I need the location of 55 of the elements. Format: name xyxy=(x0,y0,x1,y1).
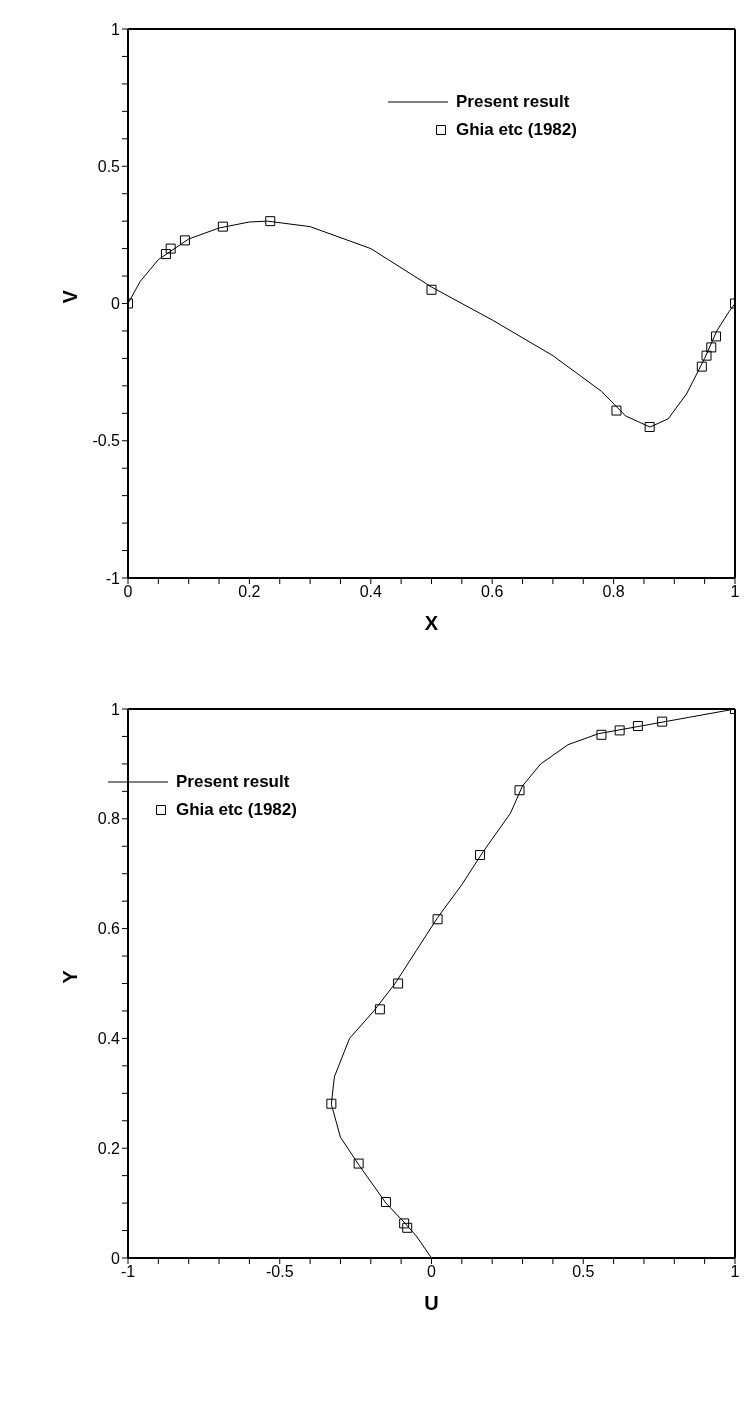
x-tick-label: 0.6 xyxy=(481,583,504,601)
legend-label: Ghia etc (1982) xyxy=(176,800,297,820)
y-tick-label: 0.5 xyxy=(97,157,121,175)
point xyxy=(374,1004,385,1015)
y-axis-title: Y xyxy=(59,969,82,984)
y-axis-title: V xyxy=(59,289,82,304)
point xyxy=(596,729,607,740)
x-axis-title: U xyxy=(424,1292,439,1314)
point xyxy=(265,216,276,227)
legend-label: Present result xyxy=(456,92,570,112)
point xyxy=(426,284,437,295)
y-tick-label: -0.5 xyxy=(92,432,121,450)
point xyxy=(632,721,643,732)
point xyxy=(701,350,712,361)
point xyxy=(657,716,668,727)
x-axis-title: X xyxy=(424,612,439,634)
point xyxy=(179,235,190,246)
point xyxy=(326,1098,337,1109)
point xyxy=(611,405,622,416)
y-tick-label: 0 xyxy=(111,1249,121,1267)
y-tick-label: 0.4 xyxy=(97,1030,121,1048)
point xyxy=(696,361,707,372)
y-tick-label: 0.8 xyxy=(97,810,121,828)
point xyxy=(432,914,443,925)
point xyxy=(711,331,722,342)
x-tick-label: 1 xyxy=(730,583,740,601)
point xyxy=(614,725,625,736)
point xyxy=(165,243,176,254)
y-tick-label: 0.2 xyxy=(97,1139,121,1157)
x-tick-label: 0.4 xyxy=(359,583,383,601)
y-tick-label: 1 xyxy=(111,700,121,718)
point xyxy=(399,1218,410,1229)
x-tick-label: 0.5 xyxy=(572,1263,595,1281)
x-tick-label: 0 xyxy=(123,583,133,601)
point xyxy=(217,221,228,232)
y-tick-label: -1 xyxy=(105,569,121,587)
point xyxy=(393,978,404,989)
point xyxy=(644,422,655,433)
point xyxy=(514,785,525,796)
legend-label: Ghia etc (1982) xyxy=(456,120,577,140)
x-tick-label: 0.2 xyxy=(238,583,261,601)
x-tick-label: -0.5 xyxy=(265,1263,294,1281)
point xyxy=(353,1158,364,1169)
legend-label: Present result xyxy=(176,772,290,792)
x-tick-label: 1 xyxy=(730,1263,740,1281)
y-tick-label: 0 xyxy=(111,295,121,313)
y-tick-label: 0.6 xyxy=(97,920,121,938)
y-tick-label: 1 xyxy=(111,20,121,38)
point xyxy=(380,1197,391,1207)
x-tick-label: 0 xyxy=(427,1263,437,1281)
point xyxy=(402,1222,413,1233)
x-tick-label: 0.8 xyxy=(602,583,625,601)
point xyxy=(706,342,717,353)
point xyxy=(475,850,486,861)
point xyxy=(160,249,171,260)
